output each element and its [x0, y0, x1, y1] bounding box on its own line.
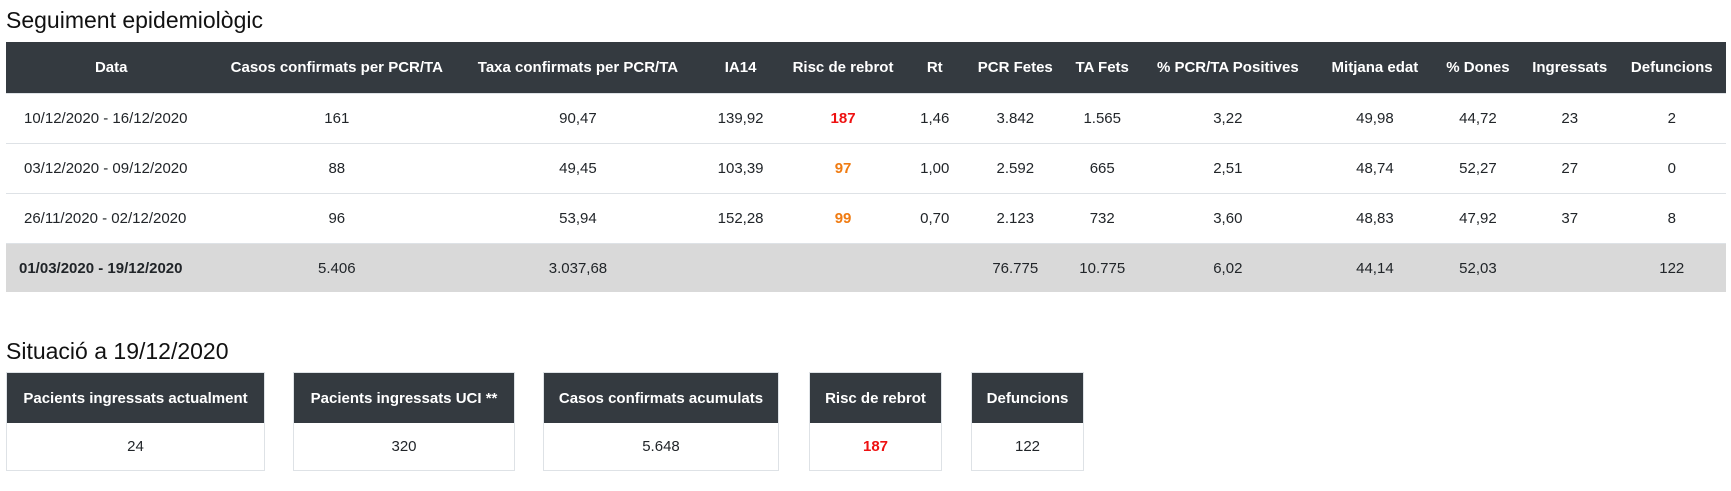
- cell-mitjana-edat: 44,14: [1315, 243, 1434, 292]
- cell-rt: [903, 243, 966, 292]
- cell-date: 03/12/2020 - 09/12/2020: [6, 143, 217, 194]
- cell-mitjana-edat: 48,74: [1315, 143, 1434, 194]
- cell-ingressats: 23: [1521, 93, 1618, 144]
- col-header-mitjana-edat: Mitjana edat: [1315, 42, 1434, 94]
- card-pacients-uci: Pacients ingressats UCI ** 320: [293, 372, 515, 471]
- card-value: 187: [810, 423, 941, 470]
- cell-taxa: 3.037,68: [457, 243, 699, 292]
- cell-date: 26/11/2020 - 02/12/2020: [6, 193, 217, 244]
- cell-ia14: 103,39: [698, 143, 783, 194]
- cell-pcr: 76.775: [965, 243, 1065, 292]
- cell-defuncions: 2: [1617, 93, 1726, 144]
- cell-taxa: 53,94: [457, 193, 699, 244]
- col-header-pcr: PCR Fetes: [965, 42, 1065, 94]
- col-header-ia14: IA14: [698, 42, 783, 94]
- cell-risc: 97: [782, 143, 904, 194]
- cell-risc: 187: [782, 93, 904, 144]
- card-value: 5.648: [544, 423, 778, 470]
- card-risc-rebrot: Risc de rebrot 187: [809, 372, 942, 471]
- cell-ingressats: 27: [1521, 143, 1618, 194]
- cell-date: 10/12/2020 - 16/12/2020: [6, 93, 217, 144]
- cell-taxa: 49,45: [457, 143, 699, 194]
- cell-dones: 47,92: [1433, 193, 1522, 244]
- cell-ia14: [698, 243, 783, 292]
- cell-defuncions: 0: [1617, 143, 1726, 194]
- cell-ta: 1.565: [1064, 93, 1140, 144]
- card-header: Defuncions: [972, 373, 1083, 423]
- cell-positives: 2,51: [1139, 143, 1316, 194]
- cell-pcr: 2.592: [965, 143, 1065, 194]
- col-header-rt: Rt: [903, 42, 966, 94]
- card-value: 320: [294, 423, 514, 470]
- table-row: 10/12/2020 - 16/12/2020 161 90,47 139,92…: [6, 93, 1726, 144]
- cell-ta: 732: [1064, 193, 1140, 244]
- col-header-dones: % Dones: [1433, 42, 1522, 94]
- cell-taxa: 90,47: [457, 93, 699, 144]
- cell-ta: 10.775: [1064, 243, 1140, 292]
- cell-casos: 88: [216, 143, 458, 194]
- col-header-ta: TA Fets: [1064, 42, 1140, 94]
- cell-defuncions: 122: [1617, 243, 1726, 292]
- cell-positives: 6,02: [1139, 243, 1316, 292]
- epidemiological-table: Data Casos confirmats per PCR/TA Taxa co…: [6, 42, 1726, 292]
- cell-ingressats: 37: [1521, 193, 1618, 244]
- cell-defuncions: 8: [1617, 193, 1726, 244]
- col-header-risc: Risc de rebrot: [782, 42, 904, 94]
- cell-ia14: 139,92: [698, 93, 783, 144]
- card-defuncions: Defuncions 122: [971, 372, 1084, 471]
- cell-rt: 1,00: [903, 143, 966, 194]
- card-value: 24: [7, 423, 264, 470]
- cell-date: 01/03/2020 - 19/12/2020: [6, 243, 217, 292]
- cell-mitjana-edat: 49,98: [1315, 93, 1434, 144]
- card-header: Casos confirmats acumulats: [544, 373, 778, 423]
- cell-dones: 52,03: [1433, 243, 1522, 292]
- cell-dones: 52,27: [1433, 143, 1522, 194]
- cell-positives: 3,22: [1139, 93, 1316, 144]
- table-row: 26/11/2020 - 02/12/2020 96 53,94 152,28 …: [6, 193, 1726, 244]
- cell-mitjana-edat: 48,83: [1315, 193, 1434, 244]
- card-header: Pacients ingressats UCI **: [294, 373, 514, 423]
- cell-casos: 161: [216, 93, 458, 144]
- cell-risc: 99: [782, 193, 904, 244]
- col-header-data: Data: [6, 42, 217, 94]
- card-pacients-ingressats: Pacients ingressats actualment 24: [6, 372, 265, 471]
- col-header-positives: % PCR/TA Positives: [1139, 42, 1316, 94]
- col-header-casos: Casos confirmats per PCR/TA: [216, 42, 458, 94]
- cell-casos: 96: [216, 193, 458, 244]
- cell-rt: 0,70: [903, 193, 966, 244]
- cell-positives: 3,60: [1139, 193, 1316, 244]
- card-casos-acumulats: Casos confirmats acumulats 5.648: [543, 372, 779, 471]
- col-header-defuncions: Defuncions: [1617, 42, 1726, 94]
- table-row: 03/12/2020 - 09/12/2020 88 49,45 103,39 …: [6, 143, 1726, 194]
- table-total-row: 01/03/2020 - 19/12/2020 5.406 3.037,68 7…: [6, 243, 1726, 292]
- cell-ta: 665: [1064, 143, 1140, 194]
- cell-ingressats: [1521, 243, 1618, 292]
- cell-ia14: 152,28: [698, 193, 783, 244]
- cell-pcr: 2.123: [965, 193, 1065, 244]
- section-title-seguiment: Seguiment epidemiològic: [6, 7, 263, 33]
- section-title-situacio: Situació a 19/12/2020: [6, 338, 229, 364]
- table-header-row: Data Casos confirmats per PCR/TA Taxa co…: [6, 42, 1726, 94]
- cell-casos: 5.406: [216, 243, 458, 292]
- col-header-taxa: Taxa confirmats per PCR/TA: [457, 42, 699, 94]
- card-value: 122: [972, 423, 1083, 470]
- card-header: Risc de rebrot: [810, 373, 941, 423]
- cell-risc: [782, 243, 904, 292]
- col-header-ingressats: Ingressats: [1521, 42, 1618, 94]
- card-header: Pacients ingressats actualment: [7, 373, 264, 423]
- cell-dones: 44,72: [1433, 93, 1522, 144]
- cell-pcr: 3.842: [965, 93, 1065, 144]
- cell-rt: 1,46: [903, 93, 966, 144]
